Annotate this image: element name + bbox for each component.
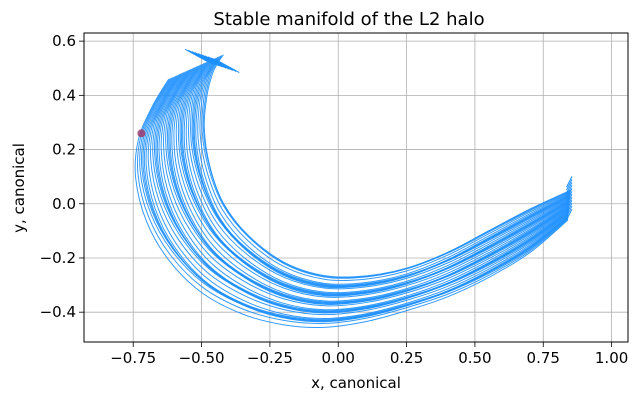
trajectory-end-7 xyxy=(566,188,573,200)
trajectory-tip-2 xyxy=(191,50,217,66)
trajectory-end-6 xyxy=(566,191,573,203)
y-tick-label-1: −0.2 xyxy=(40,249,76,267)
trajectory-tip-6 xyxy=(204,55,230,70)
trajectory-tip-0 xyxy=(184,48,210,64)
trajectory-end-3 xyxy=(566,200,573,212)
trajectory-2 xyxy=(201,55,571,279)
x-tick-label-5: 0.50 xyxy=(458,349,491,367)
trajectory-10 xyxy=(188,60,571,290)
trajectory-end-9 xyxy=(566,182,573,194)
y-tick-label-2: 0.0 xyxy=(52,195,76,213)
trajectory-9 xyxy=(190,60,571,287)
trajectory-end-11 xyxy=(566,176,573,188)
halo-marker xyxy=(137,129,146,138)
x-tick-label-0: −0.75 xyxy=(110,349,156,367)
y-tick-label-0: −0.4 xyxy=(40,303,76,321)
trajectory-tip-9 xyxy=(214,58,240,74)
trajectory-16 xyxy=(177,64,570,295)
x-tick-label-1: −0.50 xyxy=(179,349,225,367)
trajectory-end-1 xyxy=(566,205,573,218)
trajectory-tip-5 xyxy=(201,54,227,69)
trajectory-23 xyxy=(165,68,570,304)
trajectory-30 xyxy=(152,73,569,313)
trajectory-tip-3 xyxy=(194,52,220,67)
manifold-trajectories xyxy=(134,48,573,328)
chart-title: Stable manifold of the L2 halo xyxy=(213,9,484,30)
trajectory-15 xyxy=(179,63,570,295)
trajectory-end-0 xyxy=(566,208,573,221)
trajectory-tip-4 xyxy=(198,53,224,68)
y-tick-label-3: 0.2 xyxy=(52,141,76,159)
trajectory-22 xyxy=(166,68,570,303)
trajectory-end-5 xyxy=(566,194,573,206)
trajectory-3 xyxy=(199,56,571,282)
trajectory-8 xyxy=(191,59,571,286)
trajectory-21 xyxy=(168,67,570,304)
trajectory-end-10 xyxy=(566,179,573,191)
trajectory-20 xyxy=(169,66,570,305)
x-axis-ticks: −0.75 −0.50 −0.25 0.00 0.25 0.50 0.75 1.00 xyxy=(110,342,628,367)
trajectory-end-8 xyxy=(566,185,573,197)
trajectory-tip-7 xyxy=(207,56,233,71)
x-tick-label-3: 0.00 xyxy=(322,349,355,367)
trajectory-18 xyxy=(173,65,570,302)
y-axis-ticks: −0.4 −0.2 0.0 0.2 0.4 0.6 xyxy=(40,32,84,321)
trajectory-32 xyxy=(147,74,569,320)
y-tick-label-5: 0.6 xyxy=(52,32,76,50)
x-tick-label-7: 1.00 xyxy=(595,349,628,367)
trajectory-11 xyxy=(185,61,571,294)
plot-frame xyxy=(83,32,629,343)
trajectory-end-4 xyxy=(566,197,573,209)
y-tick-label-4: 0.4 xyxy=(52,86,76,104)
trajectory-36 xyxy=(140,76,569,320)
trajectory-38 xyxy=(136,78,569,324)
x-axis-label: x, canonical xyxy=(311,374,401,392)
marker-layer xyxy=(137,129,146,138)
x-tick-label-2: −0.25 xyxy=(247,349,293,367)
trajectory-25 xyxy=(160,70,570,311)
y-axis-label: y, canonical xyxy=(10,143,28,233)
trajectory-tip-8 xyxy=(211,57,237,72)
trajectory-1 xyxy=(202,55,571,278)
trajectory-39 xyxy=(134,78,569,328)
trajectory-4 xyxy=(197,56,571,285)
x-tick-label-6: 0.75 xyxy=(527,349,560,367)
trajectory-end-2 xyxy=(566,202,573,215)
trajectory-31 xyxy=(150,73,569,316)
trajectory-37 xyxy=(139,77,569,321)
trajectory-24 xyxy=(162,69,570,307)
trajectory-17 xyxy=(175,65,570,298)
x-tick-label-4: 0.25 xyxy=(390,349,423,367)
trajectory-tip-1 xyxy=(188,49,214,65)
trajectory-29 xyxy=(153,72,569,312)
